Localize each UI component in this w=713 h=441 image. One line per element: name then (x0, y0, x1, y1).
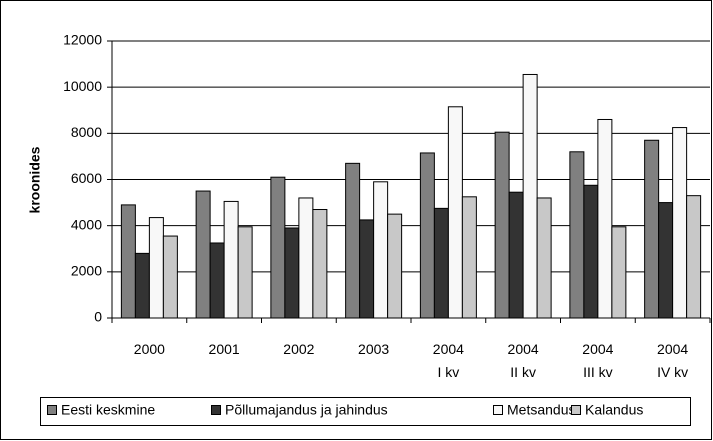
bar (312, 209, 328, 319)
legend-label: Metsandus (507, 402, 575, 418)
bar (644, 139, 660, 319)
bar (298, 197, 314, 319)
y-tick-label: 4000 (71, 216, 102, 232)
bar (597, 118, 613, 319)
bar (195, 190, 211, 319)
bar (522, 73, 538, 319)
x-tick-label: 2004 I kv (433, 341, 464, 380)
x-tick-label: 2004 II kv (508, 341, 539, 380)
bar (373, 181, 389, 319)
bar (148, 217, 164, 319)
bar (359, 219, 375, 319)
legend-label: Põllumajandus ja jahindus (225, 402, 388, 418)
legend-swatch (493, 405, 503, 415)
x-tick-label: 2001 (209, 341, 240, 357)
y-axis-label: kroonides (27, 146, 43, 213)
legend-label: Kalandus (585, 402, 643, 418)
bar (658, 202, 674, 319)
legend-swatch (211, 405, 221, 415)
bar (419, 152, 435, 319)
bar (508, 191, 524, 319)
bar (494, 131, 510, 319)
x-tick-label: 2004 III kv (582, 341, 613, 380)
y-tick-label: 2000 (71, 263, 102, 279)
bar (461, 196, 477, 319)
bar (270, 176, 286, 319)
legend-label: Eesti keskmine (61, 402, 155, 418)
legend-swatch (47, 405, 57, 415)
bar (536, 197, 552, 319)
legend-box (40, 397, 691, 426)
y-tick-label: 8000 (71, 124, 102, 140)
bar (237, 226, 253, 319)
legend-swatch (571, 405, 581, 415)
y-tick-label: 12000 (63, 32, 102, 48)
bar (583, 184, 599, 319)
bar (447, 106, 463, 319)
x-tick-label: 2003 (358, 341, 389, 357)
bar (209, 242, 225, 319)
y-tick-label: 0 (94, 309, 102, 325)
bar (672, 127, 688, 319)
bar (120, 204, 136, 319)
x-tick-label: 2000 (134, 341, 165, 357)
bar (162, 235, 178, 319)
bar (387, 213, 403, 319)
x-tick-label: 2004 IV kv (657, 341, 688, 380)
y-tick-label: 10000 (63, 78, 102, 94)
x-tick-label: 2002 (283, 341, 314, 357)
bar (433, 207, 449, 319)
bar (134, 252, 150, 319)
bar (284, 227, 300, 319)
y-tick-label: 6000 (71, 170, 102, 186)
bar (686, 195, 702, 319)
bar (611, 226, 627, 319)
bar (569, 151, 585, 319)
bar (345, 162, 361, 319)
bar (223, 200, 239, 319)
